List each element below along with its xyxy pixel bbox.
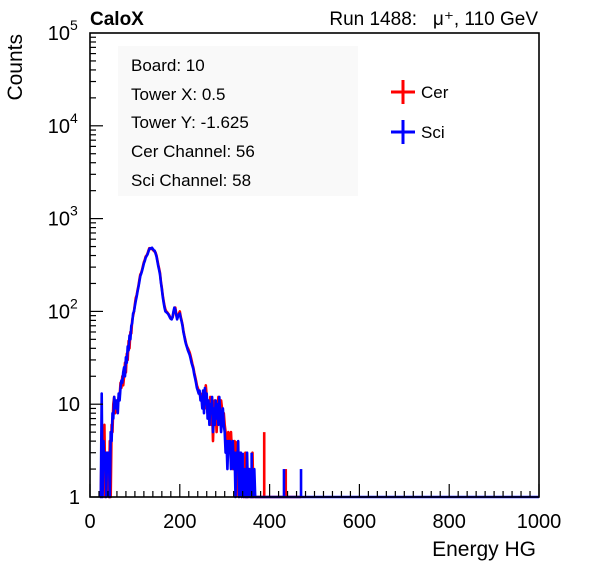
y-tick-exponent-100: 2 — [70, 295, 78, 311]
run-info: Run 1488: μ⁺, 110 GeV — [329, 9, 538, 30]
y-tick-label-10: 10 — [58, 394, 80, 416]
y-tick-label-1000: 10 — [48, 209, 70, 231]
legend-marker-sci — [391, 120, 415, 144]
y-tick-label-100000: 10 — [48, 23, 70, 45]
info-line-board: Board: 10 — [131, 56, 205, 75]
legend: Cer Sci — [391, 80, 449, 144]
x-tick-label-400: 400 — [253, 511, 286, 533]
y-tick-exponent-100000: 5 — [70, 17, 78, 33]
x-tick-label-600: 600 — [343, 511, 376, 533]
info-line-cer-channel: Cer Channel: 56 — [131, 142, 255, 161]
x-axis-title: Energy HG — [432, 538, 536, 561]
series-line-sci — [99, 246, 539, 499]
series-line-cer — [99, 246, 302, 499]
series-layer — [99, 246, 539, 499]
y-tick-label-100: 10 — [48, 301, 70, 323]
y-tick-label-1: 1 — [69, 487, 80, 509]
y-axis-title: Counts — [4, 34, 27, 101]
legend-label-cer: Cer — [421, 83, 449, 102]
x-tick-label-800: 800 — [433, 511, 466, 533]
brand-label: CaloX — [90, 9, 144, 30]
y-tick-label-10000: 10 — [48, 116, 70, 138]
x-tick-label-1000: 1000 — [517, 511, 562, 533]
x-tick-label-200: 200 — [163, 511, 196, 533]
x-tick-label-0: 0 — [84, 511, 95, 533]
info-box — [118, 46, 358, 196]
y-tick-exponent-10000: 4 — [70, 110, 78, 126]
y-tick-exponent-1000: 3 — [70, 203, 78, 219]
info-line-tower-y: Tower Y: -1.625 — [131, 113, 249, 132]
legend-label-sci: Sci — [421, 123, 445, 142]
info-line-tower-x: Tower X: 0.5 — [131, 85, 226, 104]
info-line-sci-channel: Sci Channel: 58 — [131, 171, 251, 190]
legend-marker-cer — [391, 80, 415, 104]
